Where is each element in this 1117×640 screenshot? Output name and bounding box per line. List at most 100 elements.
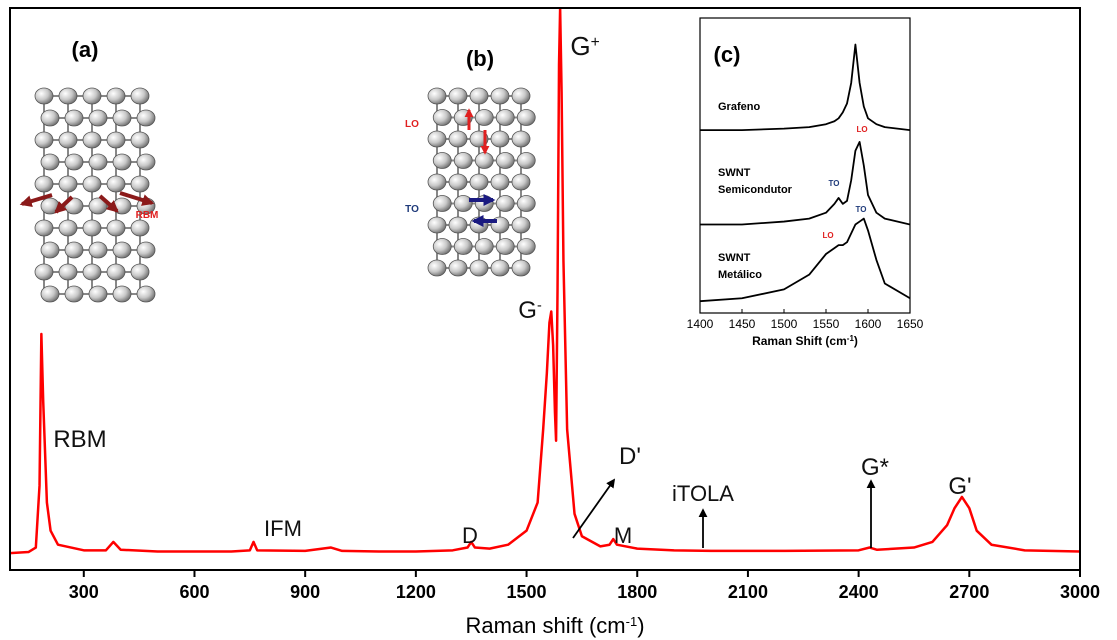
inset-background	[700, 18, 910, 313]
atom	[40, 241, 60, 259]
data-line	[700, 43, 910, 131]
atom	[432, 152, 452, 169]
atom	[469, 173, 489, 191]
diagram-label: TO	[405, 204, 419, 215]
atom	[427, 173, 447, 191]
series-label: SWNT	[718, 252, 751, 264]
arrow	[98, 194, 119, 213]
inset-x-tick-label: 1400	[687, 317, 714, 331]
peak-annotation-main: G'	[948, 473, 971, 500]
atom	[490, 259, 510, 277]
peak-annotation: G'	[948, 473, 971, 500]
atom	[106, 263, 126, 281]
peak-annotation: G+	[570, 31, 599, 61]
atom	[34, 131, 54, 149]
peak-annotation: D'	[619, 443, 641, 470]
atom	[82, 219, 102, 237]
atom	[58, 263, 78, 281]
atom	[130, 263, 150, 281]
arrow	[19, 193, 53, 207]
nanotube-a	[34, 87, 156, 303]
atom	[495, 109, 515, 126]
inset-x-axis-label-sup: -1	[847, 334, 855, 343]
series-label: Metálico	[718, 269, 762, 281]
atom	[64, 109, 84, 127]
atom	[516, 195, 536, 212]
peak-annotation: IFM	[264, 516, 302, 541]
diagram-label: (b)	[466, 46, 494, 71]
atom	[448, 216, 468, 234]
diagram-label: RBM	[136, 210, 159, 221]
data-line	[700, 141, 910, 226]
atom	[136, 109, 156, 127]
atom	[112, 241, 132, 259]
atom	[82, 175, 102, 193]
peak-annotation: G-	[518, 297, 542, 324]
data-line	[700, 217, 910, 303]
atom	[469, 87, 489, 105]
inset-x-axis-label-main: Raman Shift (cm	[752, 334, 847, 348]
atom	[511, 173, 531, 191]
inset-x-axis-label: Raman Shift (cm-1)	[752, 334, 858, 349]
atom	[34, 263, 54, 281]
plot-layer: 300 600 900 1200 1500 1800 2100 2400 2700 3000 Ram…	[9, 7, 1100, 638]
x-tick-label: 1200	[396, 582, 436, 602]
peak-annotation: D	[462, 523, 478, 548]
peak-annotation: M	[614, 523, 632, 548]
atom	[432, 109, 452, 126]
x-tick-label: 2400	[839, 582, 879, 602]
atom	[511, 130, 531, 148]
atom	[427, 259, 447, 277]
atom	[427, 87, 447, 105]
atom	[432, 238, 452, 255]
peak-annotation-main: RBM	[53, 426, 106, 453]
inset-frame	[699, 17, 911, 314]
arrow	[119, 191, 155, 206]
atom	[64, 285, 84, 303]
atom	[88, 241, 108, 259]
inset-x-tick-label: 1600	[855, 317, 882, 331]
atom	[40, 109, 60, 127]
peak-annotation-main: G	[518, 297, 537, 324]
atom	[469, 259, 489, 277]
data-line	[10, 8, 1080, 555]
inset-x-tick-label: 1450	[729, 317, 756, 331]
atom	[516, 152, 536, 169]
atom	[58, 87, 78, 105]
peak-label: LO	[856, 125, 867, 134]
atom	[130, 87, 150, 105]
series-label: Grafeno	[718, 101, 760, 113]
atom	[106, 87, 126, 105]
atom	[474, 238, 494, 255]
atom	[136, 241, 156, 259]
peak-annotation: G*	[861, 454, 889, 481]
atom	[448, 130, 468, 148]
atom	[82, 87, 102, 105]
x-axis-label: Raman shift (cm-1)	[465, 613, 644, 638]
inset-panel-label: (c)	[714, 42, 741, 67]
peak-annotation-sup: +	[591, 34, 600, 51]
peak-label: TO	[856, 205, 867, 214]
atom	[34, 219, 54, 237]
atom	[427, 130, 447, 148]
atom	[516, 238, 536, 255]
arrow	[54, 195, 74, 214]
atom	[511, 216, 531, 234]
inset-x-tick-label: 1650	[897, 317, 924, 331]
atom	[474, 109, 494, 126]
peak-annotation-sup: -	[537, 298, 542, 314]
atom	[88, 109, 108, 127]
atom	[82, 131, 102, 149]
x-tick-label: 600	[179, 582, 209, 602]
series-label: SWNT	[718, 167, 751, 179]
atom	[453, 195, 473, 212]
atom	[427, 216, 447, 234]
peak-annotation: RBM	[53, 426, 106, 453]
x-tick-label: 2700	[949, 582, 989, 602]
atom	[112, 109, 132, 127]
atom	[40, 153, 60, 171]
atom	[112, 153, 132, 171]
annotation-arrow	[572, 478, 616, 539]
atom	[448, 173, 468, 191]
